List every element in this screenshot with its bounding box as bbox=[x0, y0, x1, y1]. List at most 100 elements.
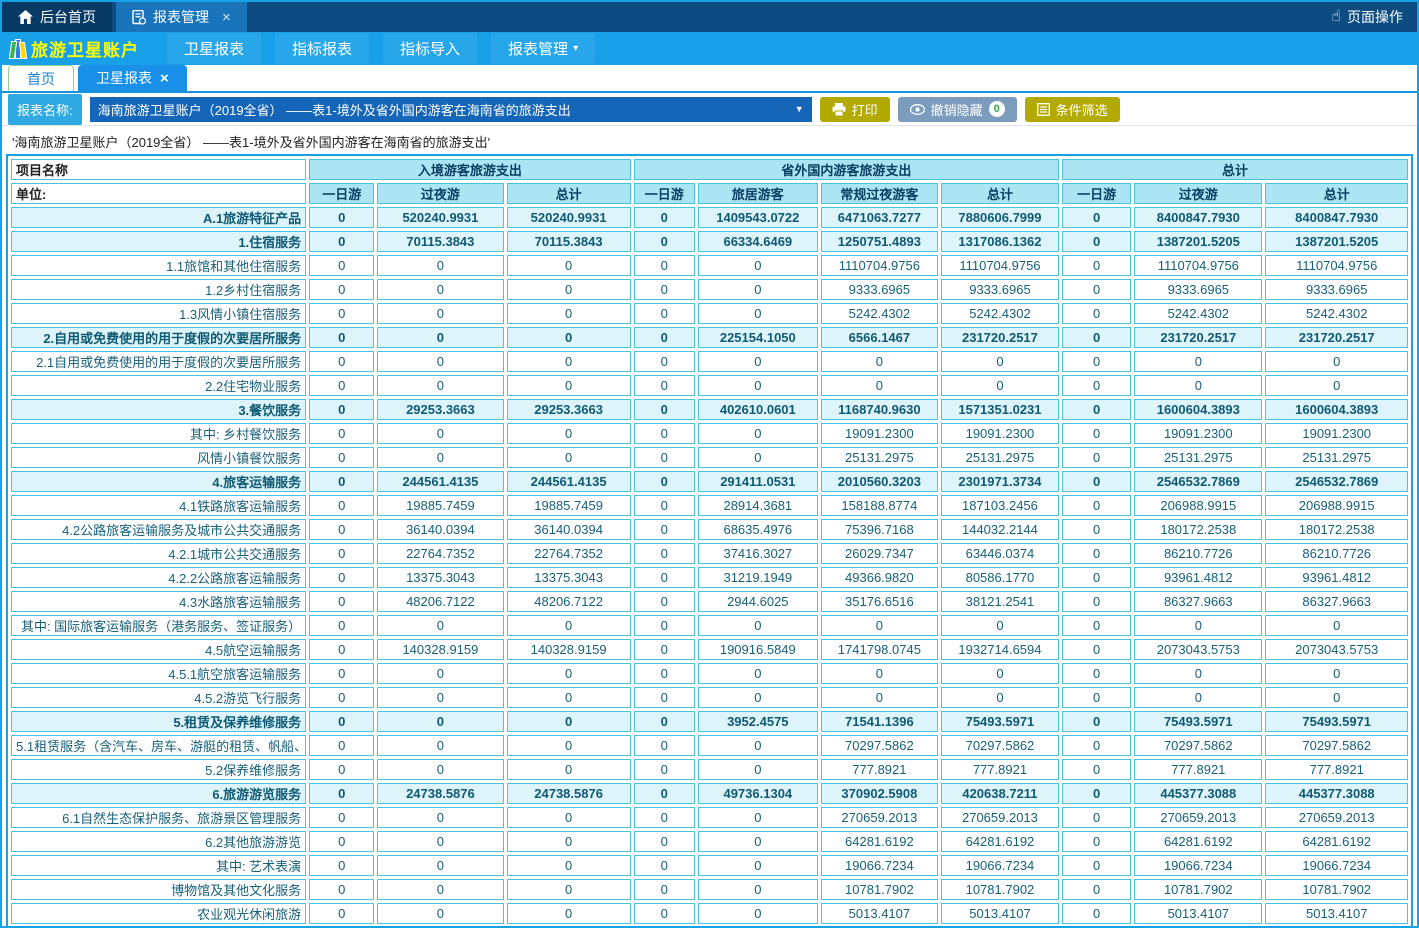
menu-indicator-reports[interactable]: 指标报表 bbox=[275, 33, 370, 64]
value-cell: 0 bbox=[697, 687, 818, 708]
row-label[interactable]: 其中: 艺术表演 bbox=[11, 855, 307, 876]
row-label[interactable]: 4.5.2游览飞行服务 bbox=[11, 687, 307, 708]
value-cell: 0 bbox=[506, 879, 631, 900]
row-label[interactable]: 1.2乡村住宿服务 bbox=[11, 279, 307, 300]
value-cell: 19091.2300 bbox=[820, 423, 938, 444]
close-icon[interactable]: × bbox=[222, 8, 231, 26]
value-cell: 9333.6965 bbox=[820, 279, 938, 300]
value-cell: 0 bbox=[633, 615, 695, 636]
filter-list-icon bbox=[1036, 102, 1050, 116]
value-cell: 86210.7726 bbox=[1265, 543, 1408, 564]
value-cell: 5013.4107 bbox=[1134, 903, 1263, 924]
row-label[interactable]: 4.5航空运输服务 bbox=[11, 639, 307, 660]
row-label[interactable]: 6.2其他旅游游览 bbox=[11, 831, 307, 852]
value-cell: 0 bbox=[506, 447, 631, 468]
value-cell: 0 bbox=[377, 831, 504, 852]
row-label[interactable]: 3.餐饮服务 bbox=[11, 399, 307, 420]
row-label[interactable]: 1.1旅馆和其他住宿服务 bbox=[11, 255, 307, 276]
row-label[interactable]: 博物馆及其他文化服务 bbox=[11, 879, 307, 900]
top-tab-report-management[interactable]: 报表管理 × bbox=[116, 2, 247, 32]
row-label[interactable]: 2.1自用或免费使用的用于度假的次要居所服务 bbox=[11, 351, 307, 372]
row-label[interactable]: 风情小镇餐饮服务 bbox=[11, 447, 307, 468]
value-cell: 2546532.7869 bbox=[1134, 471, 1263, 492]
value-cell: 0 bbox=[1265, 351, 1408, 372]
value-cell: 0 bbox=[506, 759, 631, 780]
value-cell: 0 bbox=[820, 615, 938, 636]
value-cell: 35176.6516 bbox=[820, 591, 938, 612]
close-icon[interactable]: × bbox=[160, 69, 169, 87]
tab-home[interactable]: 首页 bbox=[8, 65, 74, 91]
row-label[interactable]: 4.3水路旅客运输服务 bbox=[11, 591, 307, 612]
menu-report-management[interactable]: 报表管理 ▾ bbox=[491, 33, 596, 64]
print-button[interactable]: 打印 bbox=[819, 96, 890, 122]
menu-satellite-reports[interactable]: 卫星报表 bbox=[167, 33, 262, 64]
value-cell: 0 bbox=[1061, 255, 1132, 276]
row-label[interactable]: 5.1租赁服务（含汽车、房车、游艇的租赁、帆船、... bbox=[11, 735, 307, 756]
value-cell: 7880606.7999 bbox=[940, 207, 1059, 228]
row-label[interactable]: 2.2住宅物业服务 bbox=[11, 375, 307, 396]
tab-label: 卫星报表 bbox=[96, 70, 152, 86]
filter-button[interactable]: 条件筛选 bbox=[1024, 96, 1120, 122]
row-label[interactable]: A.1旅游特征产品 bbox=[11, 207, 307, 228]
row-label[interactable]: 4.2公路旅客运输服务及城市公共交通服务 bbox=[11, 519, 307, 540]
value-cell: 29253.3663 bbox=[506, 399, 631, 420]
top-bar: 后台首页 报表管理 × ☝ 页面操作 bbox=[2, 2, 1417, 32]
row-label[interactable]: 1.住宿服务 bbox=[11, 231, 307, 252]
value-cell: 0 bbox=[309, 471, 375, 492]
column-header: 一日游 bbox=[309, 183, 375, 204]
row-label[interactable]: 5.2保养维修服务 bbox=[11, 759, 307, 780]
page-actions-button[interactable]: ☝ 页面操作 bbox=[1317, 2, 1417, 32]
page-tab-bar: 首页 卫星报表 × bbox=[2, 65, 1417, 93]
table-row: 3.餐饮服务 0 29253.3663 29253.3663 0 402610.0601 1… bbox=[11, 399, 1408, 420]
value-cell: 9333.6965 bbox=[1265, 279, 1408, 300]
row-label[interactable]: 4.旅客运输服务 bbox=[11, 471, 307, 492]
row-label[interactable]: 2.自用或免费使用的用于度假的次要居所服务 bbox=[11, 327, 307, 348]
row-label[interactable]: 4.2.2公路旅客运输服务 bbox=[11, 567, 307, 588]
value-cell: 2546532.7869 bbox=[1265, 471, 1408, 492]
value-cell: 777.8921 bbox=[1265, 759, 1408, 780]
value-cell: 0 bbox=[377, 351, 504, 372]
value-cell: 29253.3663 bbox=[377, 399, 504, 420]
menu-indicator-import[interactable]: 指标导入 bbox=[383, 33, 478, 64]
value-cell: 0 bbox=[309, 735, 375, 756]
value-cell: 19066.7234 bbox=[820, 855, 938, 876]
row-label[interactable]: 6.旅游游览服务 bbox=[11, 783, 307, 804]
value-cell: 68635.4976 bbox=[697, 519, 818, 540]
row-label[interactable]: 1.3风情小镇住宿服务 bbox=[11, 303, 307, 324]
row-label[interactable]: 4.1铁路旅客运输服务 bbox=[11, 495, 307, 516]
value-cell: 93961.4812 bbox=[1134, 567, 1263, 588]
table-row: 4.3水路旅客运输服务 0 48206.7122 48206.7122 0 2944.60… bbox=[11, 591, 1408, 612]
row-label[interactable]: 4.5.1航空旅客运输服务 bbox=[11, 663, 307, 684]
row-label[interactable]: 农业观光休闲旅游 bbox=[11, 903, 307, 924]
row-label[interactable]: 6.1自然生态保护服务、旅游景区管理服务 bbox=[11, 807, 307, 828]
value-cell: 0 bbox=[1134, 663, 1263, 684]
value-cell: 0 bbox=[633, 207, 695, 228]
undo-hide-button[interactable]: 撤销隐藏 0 bbox=[897, 96, 1017, 122]
value-cell: 86210.7726 bbox=[1134, 543, 1263, 564]
value-cell: 1110704.9756 bbox=[1134, 255, 1263, 276]
report-select[interactable]: 海南旅游卫星账户（2019全省） ——表1-境外及省外国内游客在海南省的旅游支出… bbox=[89, 96, 812, 122]
value-cell: 8400847.7930 bbox=[1134, 207, 1263, 228]
value-cell: 25131.2975 bbox=[1134, 447, 1263, 468]
undo-hide-count-badge: 0 bbox=[988, 101, 1005, 117]
value-cell: 291411.0531 bbox=[697, 471, 818, 492]
table-row: 6.2其他旅游游览 0 0 0 0 0 64281.6192 64281.6192 0 64281… bbox=[11, 831, 1408, 852]
tab-satellite-report[interactable]: 卫星报表 × bbox=[78, 65, 187, 91]
row-label[interactable]: 5.租赁及保养维修服务 bbox=[11, 711, 307, 732]
row-label[interactable]: 其中: 国际旅客运输服务（港务服务、签证服务） bbox=[11, 615, 307, 636]
value-cell: 0 bbox=[940, 615, 1059, 636]
value-cell: 144032.2144 bbox=[940, 519, 1059, 540]
value-cell: 0 bbox=[1061, 471, 1132, 492]
row-label[interactable]: 4.2.1城市公共交通服务 bbox=[11, 543, 307, 564]
value-cell: 3952.4575 bbox=[697, 711, 818, 732]
value-cell: 63446.0374 bbox=[940, 543, 1059, 564]
value-cell: 5242.4302 bbox=[1134, 303, 1263, 324]
value-cell: 19066.7234 bbox=[940, 855, 1059, 876]
report-table: 项目名称 入境游客旅游支出 省外国内游客旅游支出 总计 单位: 一日游 过夜游 总计 一日游 旅居… bbox=[6, 154, 1413, 926]
value-cell: 0 bbox=[377, 807, 504, 828]
value-cell: 70115.3843 bbox=[377, 231, 504, 252]
row-label[interactable]: 其中: 乡村餐饮服务 bbox=[11, 423, 307, 444]
top-tab-backend-home[interactable]: 后台首页 bbox=[2, 2, 112, 32]
value-cell: 22764.7352 bbox=[506, 543, 631, 564]
